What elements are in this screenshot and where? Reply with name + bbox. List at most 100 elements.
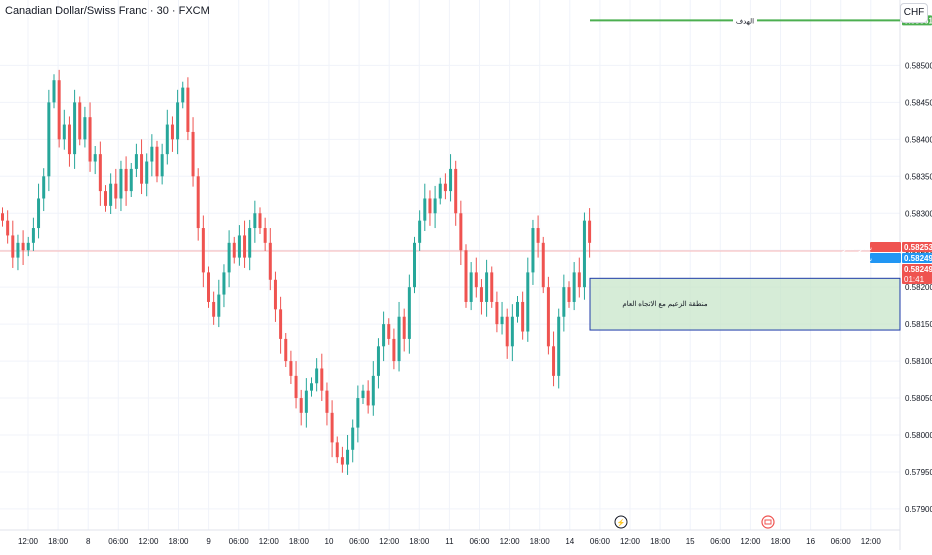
candle-body[interactable] (73, 102, 77, 155)
candle-body[interactable] (273, 279, 277, 310)
candle-body[interactable] (98, 154, 102, 192)
candle-body[interactable] (263, 228, 267, 243)
candle-body[interactable] (227, 242, 231, 273)
candle-body[interactable] (243, 235, 247, 258)
candle-body[interactable] (387, 324, 391, 339)
candle-body[interactable] (104, 191, 107, 206)
candle-body[interactable] (361, 390, 365, 399)
candle-body[interactable] (557, 316, 561, 376)
candle-body[interactable] (93, 154, 97, 162)
candle-body[interactable] (474, 272, 478, 288)
candle-body[interactable] (397, 316, 401, 362)
candle-body[interactable] (160, 154, 164, 177)
candle-body[interactable] (170, 124, 174, 140)
candle-body[interactable] (340, 457, 344, 465)
candle-body[interactable] (423, 198, 427, 221)
candle-body[interactable] (155, 146, 159, 177)
candle-body[interactable] (552, 346, 556, 376)
candle-body[interactable] (562, 287, 566, 317)
candle-body[interactable] (52, 80, 56, 103)
candle-body[interactable] (134, 154, 138, 169)
candle-body[interactable] (315, 368, 319, 384)
candle-body[interactable] (428, 198, 432, 214)
candle-body[interactable] (21, 242, 25, 251)
event-marker-icon[interactable] (761, 515, 775, 529)
candle-body[interactable] (186, 87, 190, 132)
candle-body[interactable] (413, 242, 416, 288)
candle-body[interactable] (176, 102, 180, 140)
candle-body[interactable] (407, 287, 411, 339)
candle-body[interactable] (310, 383, 313, 391)
candle-body[interactable] (145, 161, 149, 184)
candle-body[interactable] (47, 102, 51, 177)
candle-body[interactable] (67, 124, 71, 155)
candle-body[interactable] (114, 183, 118, 199)
candle-body[interactable] (304, 390, 308, 413)
candle-body[interactable] (588, 220, 592, 243)
candle-body[interactable] (325, 390, 329, 413)
candle-body[interactable] (196, 176, 200, 229)
candle-body[interactable] (356, 398, 360, 428)
candle-body[interactable] (62, 124, 66, 140)
candle-body[interactable] (37, 198, 41, 229)
candle-body[interactable] (258, 213, 262, 229)
candle-body[interactable] (371, 375, 375, 406)
symbol-title[interactable]: Canadian Dollar/Swiss Franc · 30 · FXCM (5, 5, 210, 17)
candle-body[interactable] (11, 235, 15, 258)
candle-body[interactable] (541, 242, 545, 288)
candle-body[interactable] (346, 449, 350, 465)
candle-body[interactable] (129, 168, 133, 192)
candle-body[interactable] (330, 412, 334, 443)
candle-body[interactable] (232, 242, 236, 258)
candle-body[interactable] (449, 168, 453, 192)
candle-body[interactable] (42, 176, 46, 199)
candle-body[interactable] (31, 228, 35, 243)
candle-body[interactable] (366, 390, 370, 406)
candle-body[interactable] (57, 80, 61, 140)
candle-body[interactable] (521, 301, 525, 332)
candle-body[interactable] (495, 301, 499, 325)
lightning-marker-icon[interactable] (614, 515, 628, 529)
candle-body[interactable] (418, 220, 422, 243)
candle-body[interactable] (490, 272, 494, 302)
candle-body[interactable] (536, 228, 540, 243)
candle-body[interactable] (150, 146, 154, 162)
candle-body[interactable] (279, 309, 283, 339)
candle-body[interactable] (510, 316, 514, 347)
candle-body[interactable] (289, 361, 293, 376)
candle-body[interactable] (222, 272, 226, 295)
candle-body[interactable] (433, 198, 437, 214)
candle-body[interactable] (505, 316, 509, 347)
candle-body[interactable] (546, 287, 550, 347)
candle-body[interactable] (351, 427, 355, 450)
candle-body[interactable] (567, 287, 571, 302)
candle-body[interactable] (299, 398, 303, 413)
candle-body[interactable] (464, 250, 468, 302)
candle-body[interactable] (320, 368, 324, 391)
candle-body[interactable] (284, 338, 288, 362)
candle-body[interactable] (181, 87, 185, 103)
candle-body[interactable] (237, 235, 241, 258)
candle-body[interactable] (268, 242, 272, 280)
candle-body[interactable] (6, 220, 10, 236)
candle-body[interactable] (140, 154, 144, 184)
candle-body[interactable] (124, 168, 128, 192)
candle-body[interactable] (248, 228, 252, 258)
candle-body[interactable] (207, 272, 210, 302)
candle-body[interactable] (83, 117, 87, 140)
candle-body[interactable] (217, 294, 221, 317)
candle-body[interactable] (531, 228, 535, 273)
demand-zone[interactable] (589, 277, 901, 331)
candle-body[interactable] (119, 168, 123, 199)
candle-body[interactable] (376, 346, 380, 376)
candle-body[interactable] (500, 316, 504, 325)
candle-body[interactable] (201, 228, 205, 273)
currency-badge[interactable]: CHF (900, 3, 928, 23)
candle-body[interactable] (454, 168, 458, 214)
candle-body[interactable] (577, 272, 581, 288)
candle-body[interactable] (479, 287, 483, 302)
candle-body[interactable] (459, 213, 463, 251)
candle-body[interactable] (402, 316, 406, 339)
candle-body[interactable] (485, 272, 489, 302)
